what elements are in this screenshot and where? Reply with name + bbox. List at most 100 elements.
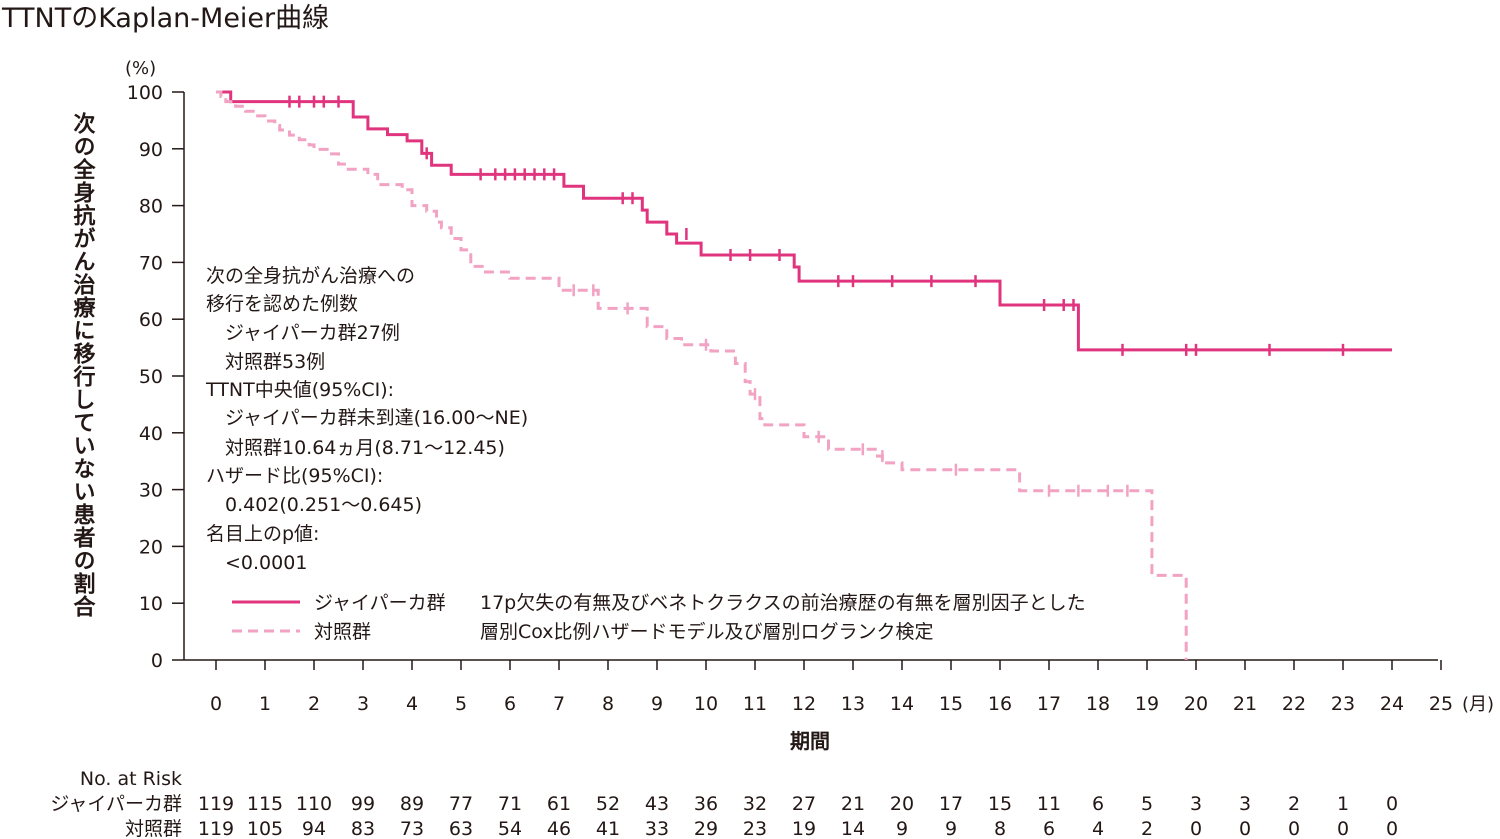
risk-value: 54	[498, 818, 522, 839]
x-tick-label: 5	[455, 693, 467, 715]
x-tick-label: 7	[553, 693, 565, 715]
annotation-line: 名目上のp値:	[206, 523, 319, 545]
risk-values: 119 115 110 99 89 77 71 61 52 43 36 32 27 21 20 17 15 11 6…	[198, 793, 1398, 839]
x-tick-label: 18	[1086, 693, 1110, 715]
risk-value: 3	[1239, 793, 1251, 815]
y-tick-label: 50	[139, 366, 163, 388]
risk-value: 36	[694, 793, 718, 815]
legend-note-line: 17p欠失の有無及びベネトクラクスの前治療歴の有無を層別因子とした	[480, 592, 1086, 614]
x-tick-label: 25	[1429, 693, 1453, 715]
y-tick-label: 70	[139, 252, 163, 274]
annotation-line: ジャイパーカ群未到達(16.00～NE)	[206, 407, 528, 429]
y-tick-label: 60	[139, 309, 163, 331]
risk-value: 19	[792, 818, 816, 839]
risk-value: 119	[198, 818, 234, 839]
risk-table-header: No. at Risk	[80, 768, 182, 790]
risk-value: 63	[449, 818, 473, 839]
legend-note-line: 層別Cox比例ハザードモデル及び層別ログランク検定	[480, 621, 934, 643]
risk-value: 110	[296, 793, 332, 815]
risk-value: 2	[1141, 818, 1153, 839]
annotation-line: 対照群53例	[206, 351, 325, 373]
risk-value: 0	[1386, 818, 1398, 839]
x-tick-label: 0	[210, 693, 222, 715]
x-tick-label: 20	[1184, 693, 1208, 715]
x-tick-label: 15	[939, 693, 963, 715]
risk-value: 0	[1190, 818, 1202, 839]
risk-value: 17	[939, 793, 963, 815]
annotation-line: <0.0001	[206, 552, 307, 574]
x-tick-label: 4	[406, 693, 418, 715]
risk-table: No. at Risk ジャイパーカ群 対照群 119 115 110 99 89 77 7…	[50, 768, 1398, 839]
y-tick-label: 100	[127, 82, 163, 104]
x-tick-label: 17	[1037, 693, 1061, 715]
x-tick-label: 1	[259, 693, 271, 715]
x-tick-label: 19	[1135, 693, 1159, 715]
risk-value: 6	[1092, 793, 1104, 815]
x-axis-label: 期間	[790, 729, 830, 753]
risk-value: 115	[247, 793, 283, 815]
x-tick-label: 14	[890, 693, 914, 715]
risk-value: 77	[449, 793, 473, 815]
annotation-line: 対照群10.64ヵ月(8.71～12.45)	[206, 437, 505, 459]
risk-value: 0	[1288, 818, 1300, 839]
risk-value: 32	[743, 793, 767, 815]
annotation-line: 移行を認めた例数	[206, 293, 358, 315]
risk-value: 52	[596, 793, 620, 815]
risk-value: 27	[792, 793, 816, 815]
risk-value: 6	[1043, 818, 1055, 839]
x-tick-label: 2	[308, 693, 320, 715]
risk-value: 21	[841, 793, 865, 815]
y-axis-label: 次の全身抗がん治療に移行していない患者の割合	[70, 111, 97, 618]
risk-value: 43	[645, 793, 669, 815]
x-tick-label: 23	[1331, 693, 1355, 715]
y-tick-label: 20	[139, 536, 163, 558]
risk-value: 29	[694, 818, 718, 839]
x-unit-label: (月)	[1462, 694, 1494, 715]
risk-value: 94	[302, 818, 326, 839]
risk-value: 23	[743, 818, 767, 839]
annotation-line: ジャイパーカ群27例	[206, 322, 400, 344]
x-tick-label: 12	[792, 693, 816, 715]
legend: ジャイパーカ群 対照群 17p欠失の有無及びベネトクラクスの前治療歴の有無を層別…	[232, 592, 1086, 643]
risk-value: 0	[1239, 818, 1251, 839]
risk-value: 41	[596, 818, 620, 839]
risk-value: 8	[994, 818, 1006, 839]
risk-value: 0	[1337, 818, 1349, 839]
x-ticks: 0 1 2 3 4 5 6 7 8 9 10 11 12 13 14 15 16 17 18 19 20 21 22 23 24…	[210, 660, 1453, 715]
km-curve-control	[216, 90, 1188, 660]
y-tick-label: 80	[139, 196, 163, 218]
risk-value: 9	[896, 818, 908, 839]
risk-value: 0	[1386, 793, 1398, 815]
risk-value: 89	[400, 793, 424, 815]
x-tick-label: 21	[1233, 693, 1257, 715]
risk-value: 61	[547, 793, 571, 815]
x-tick-label: 24	[1380, 693, 1404, 715]
risk-value: 73	[400, 818, 424, 839]
stats-annotations: 次の全身抗がん治療への 移行を認めた例数 ジャイパーカ群27例 対照群53例 T…	[205, 265, 528, 574]
annotation-line: 次の全身抗がん治療への	[206, 265, 415, 287]
risk-value: 46	[547, 818, 571, 839]
risk-value: 4	[1092, 818, 1104, 839]
risk-value: 105	[247, 818, 283, 839]
risk-value: 5	[1141, 793, 1153, 815]
risk-value: 3	[1190, 793, 1202, 815]
annotation-line: TTNT中央値(95%CI):	[205, 379, 394, 401]
km-curve-treatment	[216, 90, 1392, 352]
risk-value: 9	[945, 818, 957, 839]
risk-value: 20	[890, 793, 914, 815]
chart-title: TTNTのKaplan-Meier曲線	[1, 3, 329, 34]
risk-value: 83	[351, 818, 375, 839]
risk-value: 1	[1337, 793, 1349, 815]
x-tick-label: 6	[504, 693, 516, 715]
y-tick-label: 40	[139, 423, 163, 445]
y-tick-label: 10	[139, 593, 163, 615]
risk-value: 99	[351, 793, 375, 815]
risk-value: 14	[841, 818, 865, 839]
km-curves	[216, 90, 1392, 660]
x-tick-label: 10	[694, 693, 718, 715]
risk-value: 33	[645, 818, 669, 839]
annotation-line: ハザード比(95%CI):	[206, 465, 383, 487]
x-tick-label: 11	[743, 693, 767, 715]
